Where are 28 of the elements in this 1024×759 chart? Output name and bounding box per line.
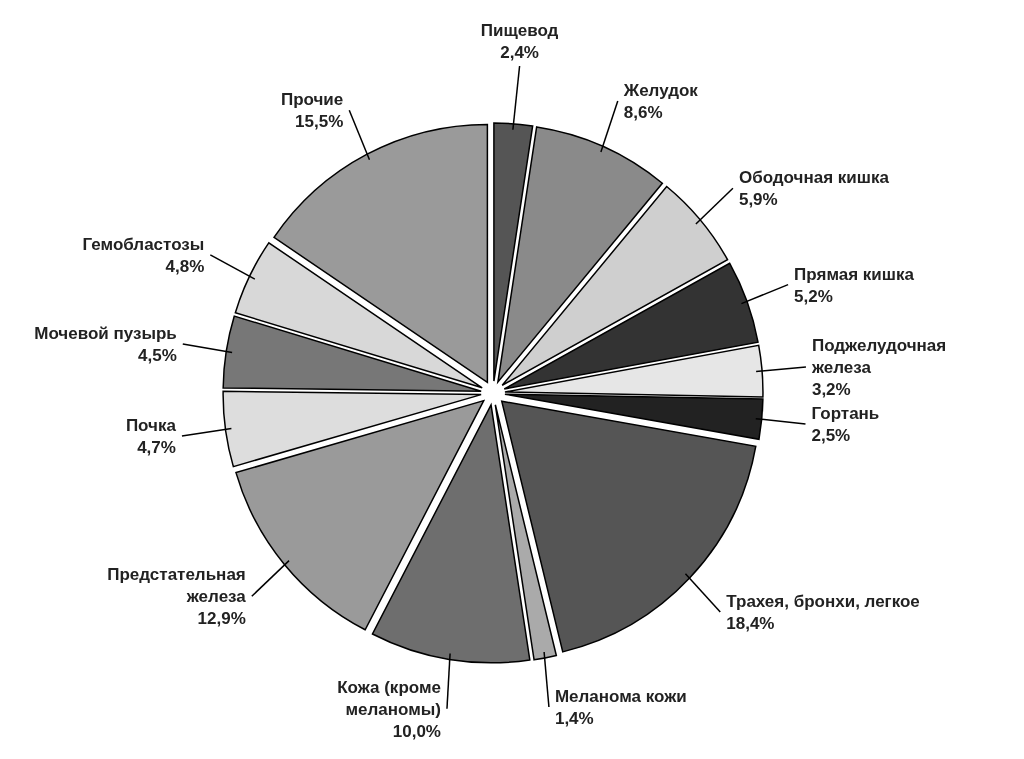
- slice-label: Кожа (кроме меланомы): [337, 677, 441, 719]
- slice-label: Прочие: [280, 90, 344, 110]
- slice-label: Гемобластозы: [82, 234, 205, 254]
- data-label: 4,8%: [165, 256, 205, 276]
- data-label: 2,4%: [500, 43, 539, 62]
- data-label: 18,4%: [726, 614, 775, 634]
- data-label: 3,2%: [811, 379, 851, 399]
- slice-label: Поджелудочная железа: [810, 335, 947, 377]
- slice-label: Меланома кожи: [554, 686, 687, 706]
- slice-label: Гортань: [811, 404, 880, 424]
- slice-label: Почка: [125, 416, 177, 436]
- data-label: 12,9%: [197, 609, 246, 629]
- data-label: 8,6%: [623, 102, 663, 122]
- data-label: 15,5%: [295, 112, 344, 132]
- slice-label: Прямая кишка: [794, 264, 915, 284]
- slice-label: Желудок: [622, 80, 699, 100]
- data-label: 5,2%: [794, 286, 833, 306]
- data-label: 5,9%: [738, 190, 778, 210]
- slice-label: Предстательная железа: [107, 565, 247, 607]
- slice-label: Трахея, бронхи, легкое: [726, 592, 920, 612]
- data-label: 4,5%: [138, 345, 177, 365]
- data-label: 4,7%: [137, 438, 176, 458]
- slice-label: Пищевод: [480, 21, 559, 40]
- data-label: 1,4%: [554, 708, 594, 728]
- slice-label: Ободочная кишка: [738, 168, 890, 188]
- data-label: 10,0%: [392, 721, 441, 741]
- data-label: 2,5%: [811, 426, 851, 446]
- slice-label: Мочевой пузырь: [34, 323, 177, 343]
